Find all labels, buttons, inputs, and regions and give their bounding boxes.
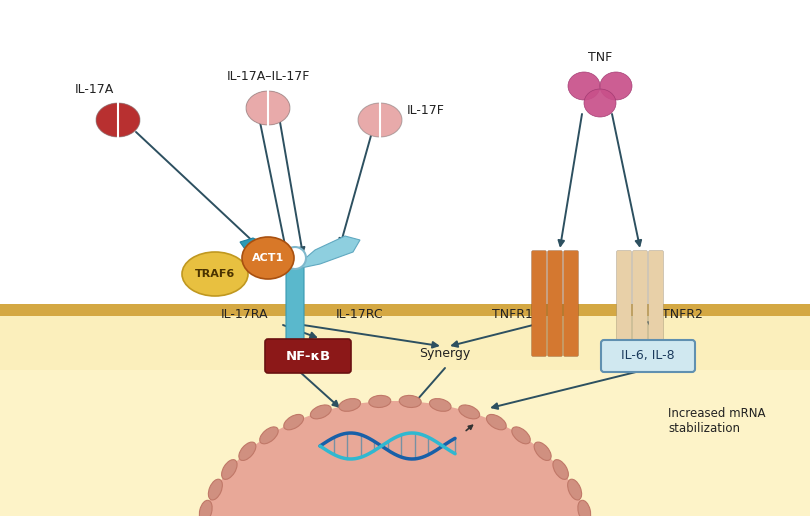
Ellipse shape	[199, 501, 212, 516]
Ellipse shape	[568, 479, 582, 500]
FancyBboxPatch shape	[265, 339, 351, 373]
Bar	[286, 304, 304, 316]
Ellipse shape	[534, 442, 551, 460]
Ellipse shape	[310, 405, 331, 419]
Ellipse shape	[222, 460, 237, 479]
Text: Increased mRNA
stabilization: Increased mRNA stabilization	[668, 407, 765, 435]
Ellipse shape	[242, 237, 294, 279]
Ellipse shape	[399, 395, 421, 408]
Ellipse shape	[568, 72, 600, 100]
Text: Synergy: Synergy	[420, 347, 471, 361]
Ellipse shape	[96, 103, 140, 137]
Ellipse shape	[284, 414, 304, 430]
Ellipse shape	[358, 103, 402, 137]
Bar	[610, 304, 670, 316]
Text: NF-κB: NF-κB	[285, 349, 330, 363]
FancyBboxPatch shape	[548, 250, 562, 357]
Text: IL-6, IL-8: IL-6, IL-8	[621, 349, 675, 363]
Text: TNFR1: TNFR1	[492, 308, 533, 321]
Text: ACT1: ACT1	[252, 253, 284, 263]
FancyBboxPatch shape	[564, 250, 578, 357]
Ellipse shape	[553, 460, 569, 479]
Ellipse shape	[208, 479, 223, 500]
Ellipse shape	[578, 501, 590, 516]
Ellipse shape	[260, 427, 278, 444]
Text: IL-17RA: IL-17RA	[221, 308, 269, 321]
FancyBboxPatch shape	[633, 250, 647, 357]
Ellipse shape	[239, 442, 256, 460]
Polygon shape	[200, 401, 590, 516]
Text: IL-17F: IL-17F	[407, 104, 445, 117]
Ellipse shape	[339, 398, 360, 411]
Polygon shape	[301, 236, 360, 268]
FancyBboxPatch shape	[601, 340, 695, 372]
Ellipse shape	[284, 247, 306, 269]
Text: TNFR2: TNFR2	[662, 308, 703, 321]
Text: TRAF6: TRAF6	[195, 269, 235, 279]
Ellipse shape	[246, 91, 290, 125]
FancyBboxPatch shape	[616, 250, 632, 357]
Ellipse shape	[600, 72, 632, 100]
Ellipse shape	[358, 103, 402, 137]
Text: IL-17A–IL-17F: IL-17A–IL-17F	[226, 70, 309, 83]
Ellipse shape	[429, 398, 451, 411]
Ellipse shape	[182, 252, 248, 296]
Polygon shape	[240, 238, 289, 268]
Text: IL-17A: IL-17A	[75, 83, 114, 96]
Text: TNF: TNF	[588, 51, 612, 64]
FancyBboxPatch shape	[286, 259, 304, 351]
Ellipse shape	[487, 414, 506, 430]
FancyBboxPatch shape	[531, 250, 547, 357]
Ellipse shape	[512, 427, 531, 444]
Bar	[0, 304, 810, 516]
Bar	[0, 310, 810, 370]
Ellipse shape	[246, 91, 290, 125]
Ellipse shape	[369, 395, 390, 408]
Bar	[0, 0, 810, 310]
FancyBboxPatch shape	[649, 250, 663, 357]
Ellipse shape	[458, 405, 480, 419]
Ellipse shape	[96, 103, 140, 137]
Text: IL-17RC: IL-17RC	[336, 308, 384, 321]
Ellipse shape	[584, 89, 616, 117]
Bar	[0, 304, 810, 316]
Bar	[525, 304, 585, 316]
